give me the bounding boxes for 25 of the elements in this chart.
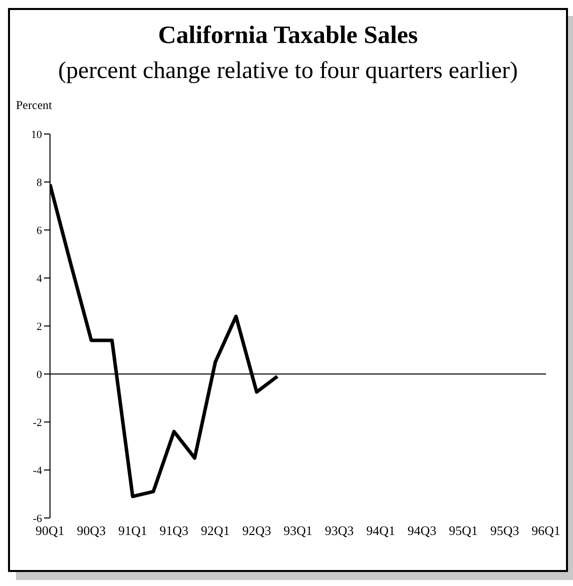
- y-tick-label: 10: [31, 128, 42, 141]
- y-tick-label: 0: [36, 368, 42, 381]
- x-tick-label: 94Q1: [366, 523, 396, 538]
- x-tick-label: 94Q3: [408, 523, 436, 538]
- x-tick-label: 90Q1: [36, 523, 64, 538]
- x-tick-label: 92Q1: [200, 523, 230, 538]
- chart-title: California Taxable Sales: [157, 22, 419, 50]
- y-tick-label: 2: [36, 320, 42, 333]
- y-tick-label: -2: [32, 416, 42, 429]
- y-tick-label: 4: [36, 272, 42, 285]
- x-tick-label: 95Q1: [448, 523, 478, 538]
- x-tick-label: 96Q1: [532, 523, 560, 538]
- x-tick-label: 90Q3: [76, 523, 106, 538]
- chart-subtitle: (percent change relative to four quarters earlier): [57, 58, 519, 85]
- x-tick-label: 95Q3: [490, 523, 520, 538]
- x-tick-label: 93Q1: [284, 523, 312, 538]
- y-tick-label: -6: [32, 512, 42, 525]
- y-axis-title: Percent: [16, 98, 52, 113]
- x-tick-label: 93Q3: [324, 523, 354, 538]
- y-tick-label: 6: [36, 224, 42, 237]
- y-tick-label: -4: [32, 464, 42, 477]
- y-tick-label: 8: [36, 176, 42, 189]
- x-tick-label: 91Q3: [160, 523, 188, 538]
- x-tick-label: 91Q1: [118, 523, 148, 538]
- x-tick-label: 92Q3: [242, 523, 272, 538]
